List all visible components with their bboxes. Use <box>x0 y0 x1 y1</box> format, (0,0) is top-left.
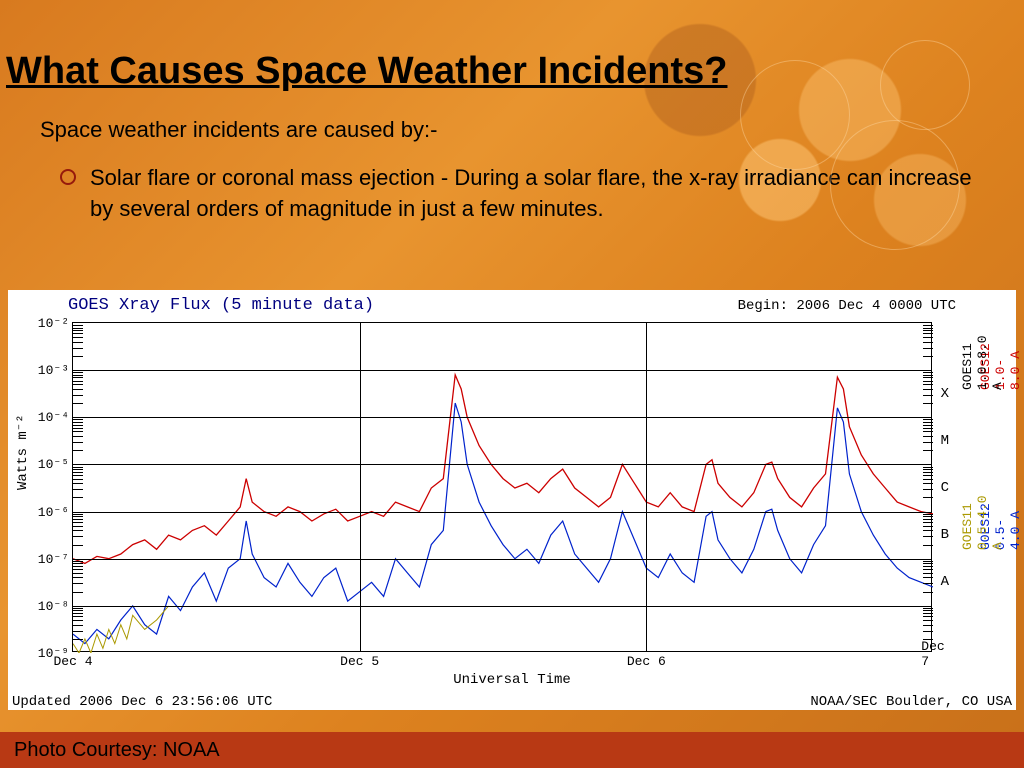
flare-class-label: A <box>941 574 949 590</box>
bg-circle <box>880 40 970 130</box>
footer-text: Photo Courtesy: NOAA <box>14 739 220 762</box>
chart-title: GOES Xray Flux (5 minute data) <box>68 296 374 315</box>
y-tick: 10⁻⁴ <box>25 410 69 425</box>
y-tick: 10⁻⁷ <box>25 552 69 567</box>
slide-title: What Causes Space Weather Incidents? <box>0 0 1024 93</box>
legend-label: GOES11 0.5-4.0 A <box>960 494 1005 550</box>
flare-class-label: X <box>941 386 949 402</box>
series-line <box>73 606 169 653</box>
y-axis-label: Watts m⁻² <box>14 414 31 490</box>
series-line <box>73 403 933 643</box>
x-tick: Dec 5 <box>340 654 379 669</box>
series-line <box>73 375 933 564</box>
credit-text: NOAA/SEC Boulder, CO USA <box>810 694 1012 710</box>
x-axis-label: Universal Time <box>453 672 571 688</box>
y-tick: 10⁻² <box>25 316 69 331</box>
bullet-icon <box>60 169 76 185</box>
flare-class-label: B <box>941 527 949 543</box>
y-tick: 10⁻³ <box>25 363 69 378</box>
x-tick: Dec 6 <box>627 654 666 669</box>
plot-area: 10⁻²10⁻³10⁻⁴10⁻⁵10⁻⁶10⁻⁷10⁻⁸10⁻⁹Dec 4Dec… <box>72 322 932 652</box>
bg-circle <box>830 120 960 250</box>
y-tick: 10⁻⁵ <box>25 457 69 472</box>
flare-class-label: C <box>941 480 949 496</box>
y-tick: 10⁻⁸ <box>25 599 69 614</box>
x-tick: Dec 7 <box>921 639 944 669</box>
updated-text: Updated 2006 Dec 6 23:56:06 UTC <box>12 694 272 710</box>
y-tick: 10⁻⁶ <box>25 505 69 520</box>
bg-circle <box>740 60 850 170</box>
flare-class-label: M <box>941 433 949 449</box>
footer-bar: Photo Courtesy: NOAA <box>0 732 1024 768</box>
legend-label: GOES11 1.0-8.0 A <box>960 334 1005 390</box>
chart-begin-text: Begin: 2006 Dec 4 0000 UTC <box>738 298 956 314</box>
plot-svg <box>73 323 933 653</box>
chart-container: GOES Xray Flux (5 minute data) Begin: 20… <box>8 290 1016 710</box>
x-tick: Dec 4 <box>53 654 92 669</box>
